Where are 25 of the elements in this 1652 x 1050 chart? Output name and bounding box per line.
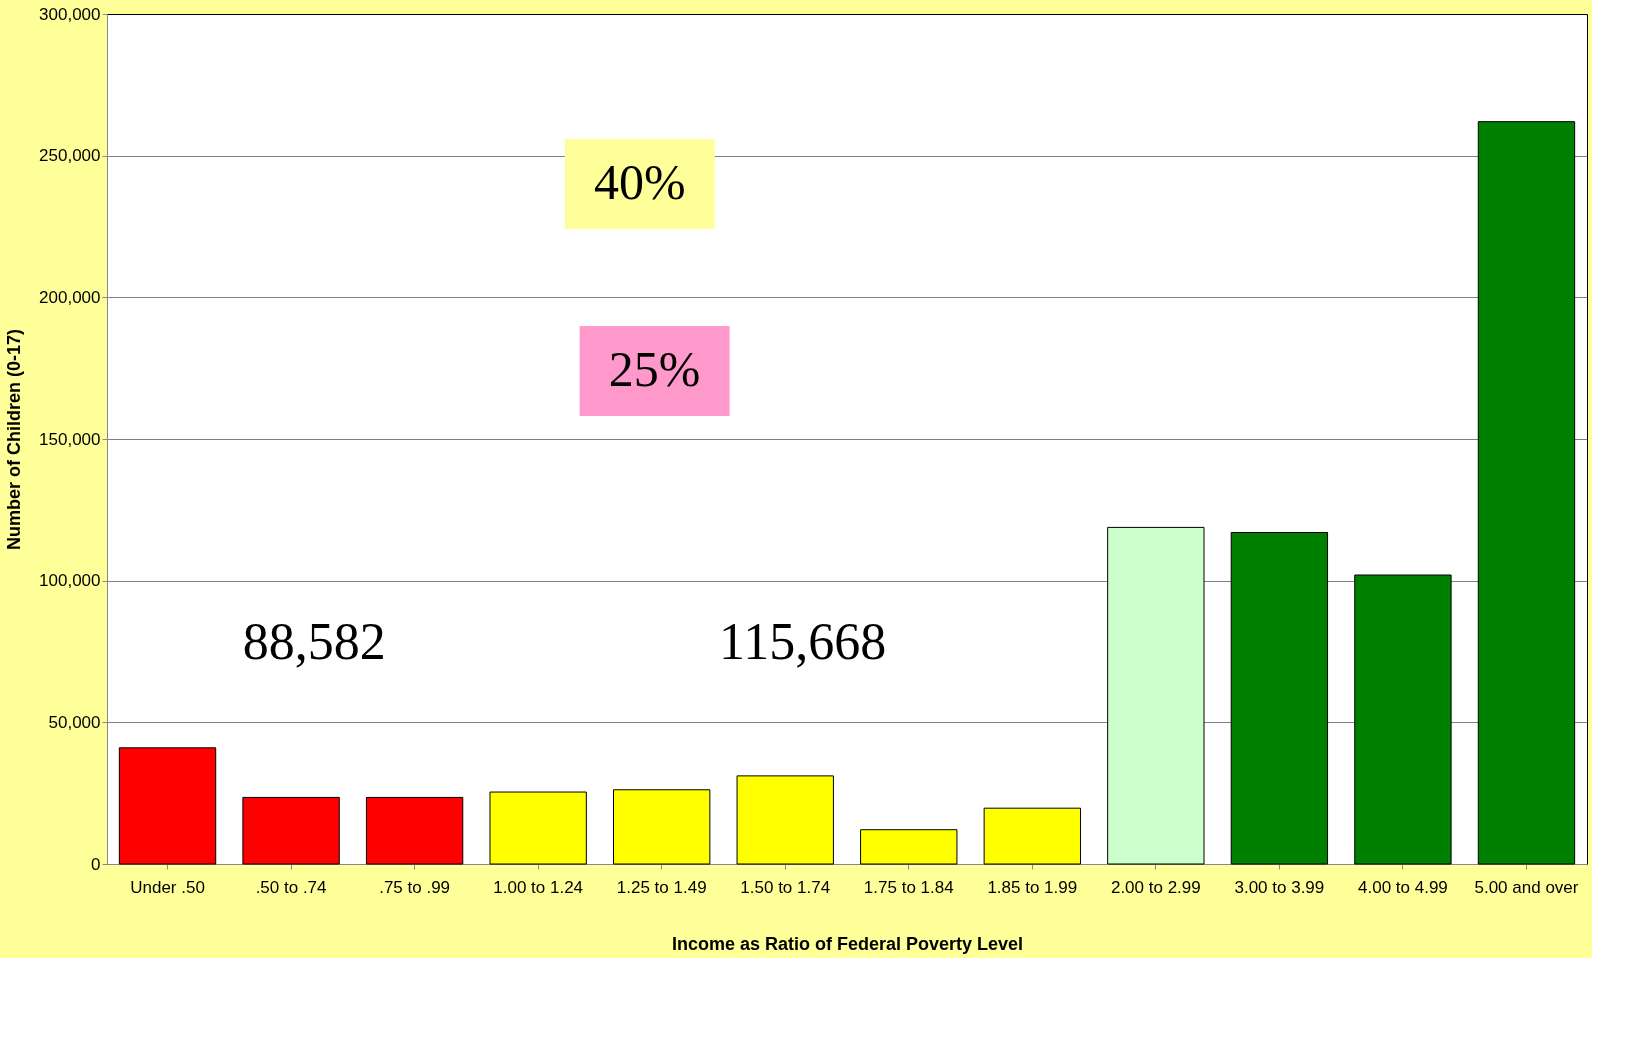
y-tick-label: 0 <box>91 854 101 874</box>
y-tick-label: 300,000 <box>39 4 101 24</box>
annotation: 115,668 <box>719 613 887 670</box>
x-tick-label: 4.00 to 4.99 <box>1358 877 1448 897</box>
x-tick-label: .50 to .74 <box>255 877 327 897</box>
x-tick-label: 3.00 to 3.99 <box>1234 877 1325 897</box>
x-tick-label: 1.00 to 1.24 <box>493 877 584 897</box>
y-tick-label: 150,000 <box>39 429 101 449</box>
annotation: 88,582 <box>242 613 386 670</box>
x-tick-label: .75 to .99 <box>379 877 451 897</box>
annotation: 25% <box>608 341 701 397</box>
y-tick-label: 250,000 <box>39 146 101 166</box>
y-axis-title: Number of Children (0-17) <box>4 328 25 551</box>
y-tick-label: 50,000 <box>48 712 101 732</box>
x-tick-label: 1.75 to 1.84 <box>863 877 954 897</box>
x-tick-label: 2.00 to 2.99 <box>1110 877 1201 897</box>
y-tick-label: 200,000 <box>39 287 101 307</box>
x-axis-title: Income as Ratio of Federal Poverty Level <box>671 933 1024 954</box>
x-tick-label: 1.50 to 1.74 <box>740 877 831 897</box>
x-tick-label: Under .50 <box>130 877 205 897</box>
x-tick-label: 1.25 to 1.49 <box>616 877 707 897</box>
x-tick-label: 1.85 to 1.99 <box>987 877 1078 897</box>
x-tick-label: 5.00 and over <box>1474 877 1579 897</box>
y-tick-label: 100,000 <box>39 571 101 591</box>
annotation: 40% <box>593 154 686 210</box>
